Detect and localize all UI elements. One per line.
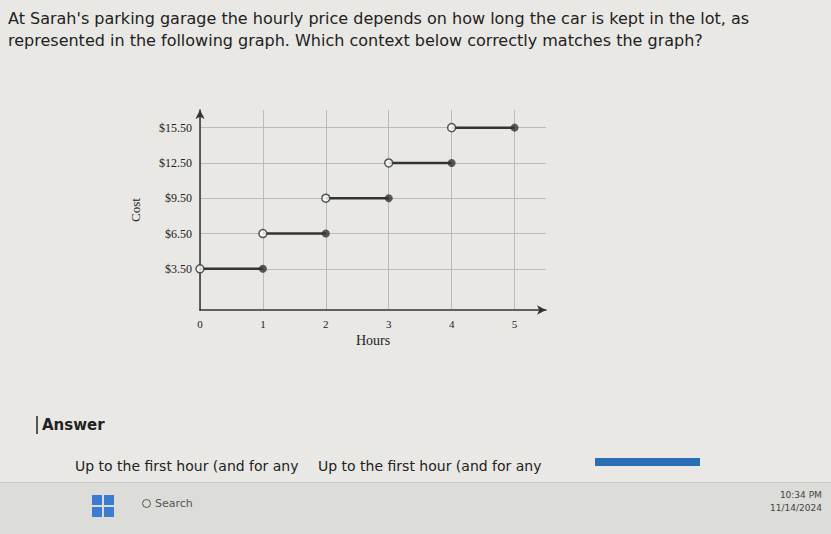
svg-text:$6.50: $6.50	[165, 227, 192, 241]
html-text:Search: Search	[155, 497, 193, 510]
html-text:Answer: Answer	[42, 416, 105, 434]
svg-text:Cost: Cost	[128, 198, 143, 222]
html-text:At Sarah's parking garage the: At Sarah's parking garage the hourly pri…	[8, 9, 750, 50]
svg-text:$12.50: $12.50	[159, 156, 192, 170]
svg-text:5: 5	[512, 318, 518, 330]
html-text:11/14/2024: 11/14/2024	[770, 503, 822, 513]
svg-text:0: 0	[197, 318, 203, 330]
html-text:Up to the first hour (and for: Up to the first hour (and for any	[318, 458, 542, 474]
svg-text:Hours: Hours	[356, 333, 390, 348]
svg-text:2: 2	[323, 318, 329, 330]
svg-text:3: 3	[386, 318, 392, 330]
svg-text:$15.50: $15.50	[159, 121, 192, 135]
svg-text:$3.50: $3.50	[165, 262, 192, 276]
html-text:Up to the first hour (and for: Up to the first hour (and for any	[75, 458, 299, 474]
svg-text:1: 1	[260, 318, 266, 330]
svg-text:$9.50: $9.50	[165, 191, 192, 205]
html-text:10:34 PM: 10:34 PM	[779, 490, 822, 500]
svg-text:4: 4	[449, 318, 455, 330]
